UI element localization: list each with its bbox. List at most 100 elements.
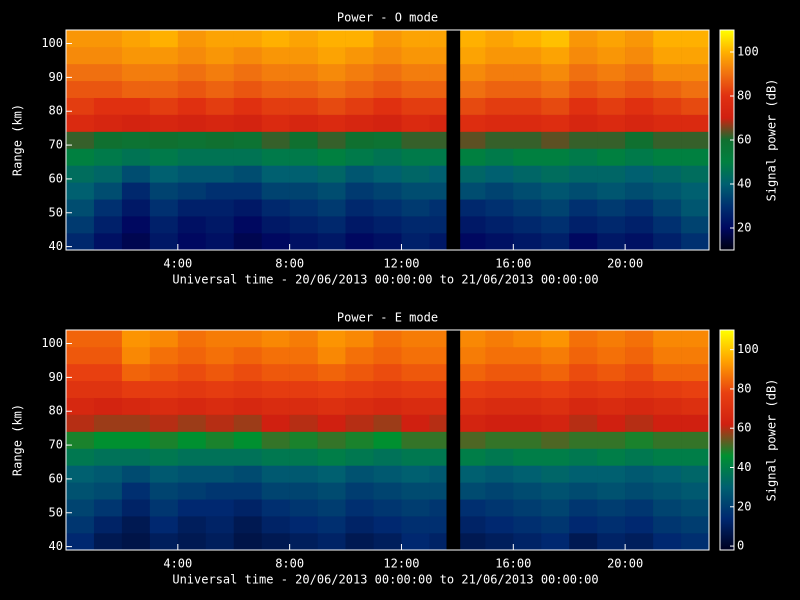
heat-cell bbox=[289, 114, 318, 132]
heat-cell bbox=[233, 114, 262, 132]
heat-cell bbox=[93, 380, 123, 398]
heat-cell bbox=[597, 448, 626, 466]
heat-cell bbox=[569, 30, 598, 48]
heat-cell bbox=[513, 533, 542, 551]
heat-cell bbox=[541, 330, 570, 348]
heat-cell bbox=[261, 216, 290, 234]
heat-cell bbox=[681, 131, 710, 149]
heat-cell bbox=[460, 199, 486, 217]
heat-cell bbox=[429, 448, 447, 466]
heat-cell bbox=[485, 114, 514, 132]
heat-cell bbox=[653, 516, 682, 534]
heat-cell bbox=[681, 465, 710, 483]
heat-cell bbox=[149, 448, 179, 466]
heat-cell bbox=[66, 148, 95, 166]
heat-cell bbox=[485, 533, 514, 551]
heat-cell bbox=[653, 148, 682, 166]
heat-cell bbox=[401, 131, 430, 149]
heat-cell bbox=[289, 380, 318, 398]
heat-cell bbox=[485, 482, 514, 500]
heat-cell bbox=[373, 516, 402, 534]
heat-cell bbox=[373, 131, 402, 149]
heat-cell bbox=[233, 516, 262, 534]
heat-cell bbox=[429, 233, 447, 251]
y-tick-label: 100 bbox=[41, 36, 63, 50]
heat-cell bbox=[513, 216, 542, 234]
heat-cell bbox=[317, 46, 346, 65]
y-tick-label: 60 bbox=[49, 171, 63, 185]
heat-cell bbox=[317, 397, 346, 415]
heat-cell bbox=[541, 465, 570, 483]
heat-cell bbox=[460, 114, 486, 132]
heat-cell bbox=[513, 30, 542, 48]
heat-cell bbox=[345, 363, 374, 382]
heat-cell bbox=[681, 499, 710, 517]
heat-cell bbox=[93, 465, 123, 483]
heat-cell bbox=[289, 182, 318, 200]
heat-cell bbox=[93, 482, 123, 500]
y-tick-label: 60 bbox=[49, 471, 63, 485]
heat-cell bbox=[653, 216, 682, 234]
heat-cell bbox=[121, 533, 151, 551]
heat-cell bbox=[149, 216, 179, 234]
colorbar-tick-label: 20 bbox=[737, 221, 751, 235]
heat-cell bbox=[261, 465, 290, 483]
heat-cell bbox=[317, 182, 346, 200]
heat-cell bbox=[681, 482, 710, 500]
heat-cell bbox=[149, 346, 179, 365]
colorbar-tick-label: 80 bbox=[737, 89, 751, 103]
heat-cell bbox=[233, 431, 262, 449]
heat-cell bbox=[653, 346, 682, 365]
heat-cell bbox=[653, 414, 682, 432]
heat-cell bbox=[121, 80, 151, 98]
heat-cell bbox=[429, 182, 447, 200]
heat-cell bbox=[625, 414, 654, 432]
heat-cell bbox=[569, 233, 598, 251]
heat-cell bbox=[205, 63, 235, 82]
heat-cell bbox=[597, 414, 626, 432]
heat-cell bbox=[569, 80, 598, 98]
heat-cell bbox=[513, 516, 542, 534]
colorbar-tick-label: 60 bbox=[737, 421, 751, 435]
heat-cell bbox=[569, 63, 598, 82]
heat-cell bbox=[261, 165, 290, 183]
heat-cell bbox=[205, 533, 235, 551]
heat-cell bbox=[261, 330, 290, 348]
heat-cell bbox=[233, 63, 262, 82]
heat-cell bbox=[625, 63, 654, 82]
heat-cell bbox=[345, 63, 374, 82]
heat-cell bbox=[541, 114, 570, 132]
heat-cell bbox=[485, 46, 514, 65]
colorbar bbox=[719, 329, 735, 551]
heat-cell bbox=[513, 414, 542, 432]
heat-cell bbox=[66, 330, 95, 348]
heat-cell bbox=[541, 148, 570, 166]
heat-cell bbox=[317, 533, 346, 551]
colorbar-tick-label: 40 bbox=[737, 460, 751, 474]
heat-cell bbox=[625, 380, 654, 398]
heat-cell bbox=[569, 414, 598, 432]
heat-cell bbox=[513, 80, 542, 98]
heat-cell bbox=[261, 80, 290, 98]
heat-cell bbox=[569, 165, 598, 183]
heat-cell bbox=[289, 516, 318, 534]
heat-cell bbox=[205, 448, 235, 466]
heat-cell bbox=[373, 380, 402, 398]
heat-cell bbox=[541, 131, 570, 149]
heat-cell bbox=[177, 30, 207, 48]
y-tick-label: 80 bbox=[49, 104, 63, 118]
heat-cell bbox=[261, 182, 290, 200]
heat-cell bbox=[681, 182, 710, 200]
heat-cell bbox=[317, 114, 346, 132]
plot-frame bbox=[65, 29, 710, 251]
heat-cell bbox=[205, 165, 235, 183]
heat-cell bbox=[597, 233, 626, 251]
chart-title: Power - E mode bbox=[337, 311, 438, 325]
heat-cell bbox=[121, 431, 151, 449]
heat-cell bbox=[485, 414, 514, 432]
heat-cell bbox=[205, 97, 235, 115]
heat-cell bbox=[653, 97, 682, 115]
heat-cell bbox=[429, 465, 447, 483]
heat-cell bbox=[681, 346, 710, 365]
heat-cell bbox=[401, 97, 430, 115]
